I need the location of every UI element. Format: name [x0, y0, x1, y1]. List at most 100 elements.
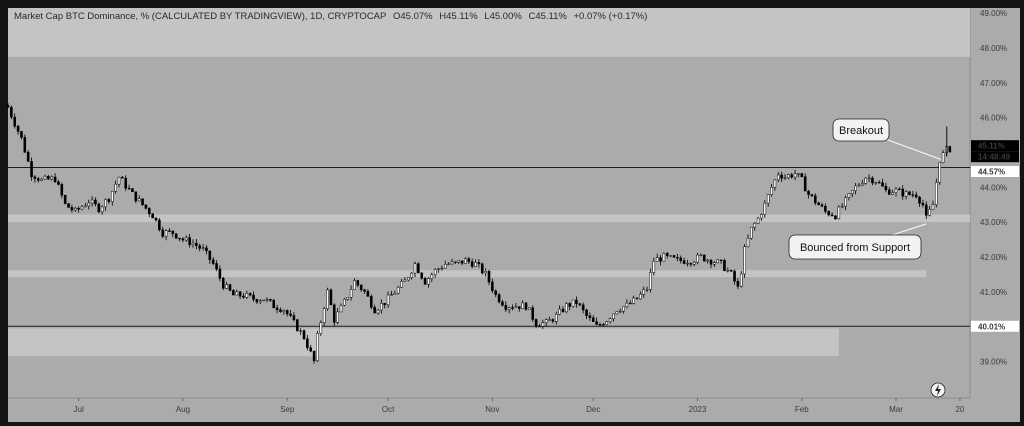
- candle: [349, 289, 353, 298]
- candle: [353, 280, 356, 290]
- candle: [790, 174, 794, 178]
- candle: [6, 105, 10, 108]
- candle: [568, 303, 572, 307]
- candle: [450, 261, 454, 265]
- candle: [306, 338, 309, 349]
- candle: [110, 191, 114, 202]
- candle: [497, 294, 501, 303]
- last-price-label: 45.11%: [971, 140, 1019, 152]
- bounce-callout-text: Bounced from Support: [800, 242, 910, 254]
- candle: [20, 131, 23, 138]
- candle: [588, 315, 592, 318]
- candle: [928, 209, 931, 216]
- candle: [470, 261, 474, 267]
- candle: [295, 319, 299, 332]
- y-tick-label: 39.00%: [980, 357, 1007, 366]
- candle: [595, 321, 598, 325]
- candle: [339, 305, 343, 313]
- candle: [188, 237, 191, 246]
- y-tick-label: 43.00%: [980, 218, 1007, 227]
- candle: [248, 293, 252, 296]
- candle: [672, 255, 676, 258]
- candle: [211, 259, 215, 264]
- candle: [682, 260, 686, 264]
- candle: [598, 324, 602, 326]
- candle: [894, 188, 898, 193]
- candle: [736, 281, 740, 287]
- candle: [13, 116, 17, 127]
- chart[interactable]: 39.00%40.00%41.00%42.00%43.00%44.00%45.0…: [4, 4, 1020, 422]
- candle: [676, 257, 679, 259]
- candle: [336, 311, 339, 323]
- candle: [460, 260, 464, 264]
- candle: [575, 299, 578, 304]
- candle: [723, 260, 726, 271]
- legend-symbol: Market Cap BTC Dominance, % (CALCULATED …: [14, 11, 387, 22]
- candle: [433, 269, 437, 275]
- candle: [73, 207, 77, 211]
- candle: [312, 350, 316, 362]
- candle: [716, 259, 720, 263]
- candle: [558, 308, 561, 315]
- candle: [474, 262, 477, 267]
- candle: [43, 175, 47, 180]
- candle: [329, 289, 333, 306]
- candle: [316, 333, 319, 362]
- last-price-label-text: 45.11%: [978, 142, 1005, 151]
- candle: [830, 214, 834, 217]
- candle: [33, 176, 37, 179]
- candle: [625, 302, 629, 308]
- bounce-callout: Bounced from Support: [788, 223, 927, 260]
- candle: [608, 318, 612, 322]
- candle: [827, 211, 831, 216]
- candle: [713, 262, 716, 265]
- candle: [302, 330, 306, 340]
- candle: [265, 298, 269, 301]
- candle: [541, 322, 545, 327]
- candle: [844, 197, 847, 207]
- candle: [430, 274, 434, 279]
- candle: [948, 146, 952, 153]
- candle: [921, 202, 925, 206]
- breakout-callout-text: Breakout: [839, 125, 883, 137]
- candle: [548, 319, 551, 321]
- candle: [87, 202, 91, 207]
- candle: [131, 188, 134, 193]
- candle: [369, 296, 373, 308]
- candle: [807, 190, 810, 195]
- candle: [258, 300, 262, 303]
- chart-svg[interactable]: 39.00%40.00%41.00%42.00%43.00%44.00%45.0…: [4, 4, 1020, 422]
- candle: [282, 310, 286, 312]
- candle: [447, 263, 450, 266]
- candle: [279, 309, 282, 312]
- candle: [729, 270, 733, 272]
- candle: [645, 289, 649, 291]
- candles: [6, 103, 952, 364]
- candle: [269, 298, 272, 301]
- candle: [326, 289, 329, 309]
- lightning-icon-bolt: [935, 384, 941, 396]
- candle: [514, 306, 518, 308]
- candle: [406, 277, 410, 281]
- candle: [178, 237, 181, 240]
- candle: [10, 107, 13, 118]
- candle: [877, 182, 881, 184]
- candle: [924, 204, 928, 216]
- candle: [561, 308, 565, 312]
- candle: [440, 267, 444, 270]
- candle: [195, 242, 198, 246]
- candle: [417, 263, 420, 274]
- candle: [494, 290, 498, 295]
- candle: [232, 290, 235, 296]
- candle: [454, 261, 457, 263]
- candle: [137, 198, 141, 202]
- candle: [423, 278, 427, 285]
- candle: [834, 215, 837, 220]
- legend-change: +0.07% (+0.17%): [573, 11, 648, 22]
- candle: [918, 196, 921, 204]
- candle: [649, 272, 652, 290]
- candle: [696, 254, 699, 263]
- candle: [941, 152, 945, 163]
- candle: [652, 260, 656, 273]
- x-tick-label: Dec: [586, 405, 600, 414]
